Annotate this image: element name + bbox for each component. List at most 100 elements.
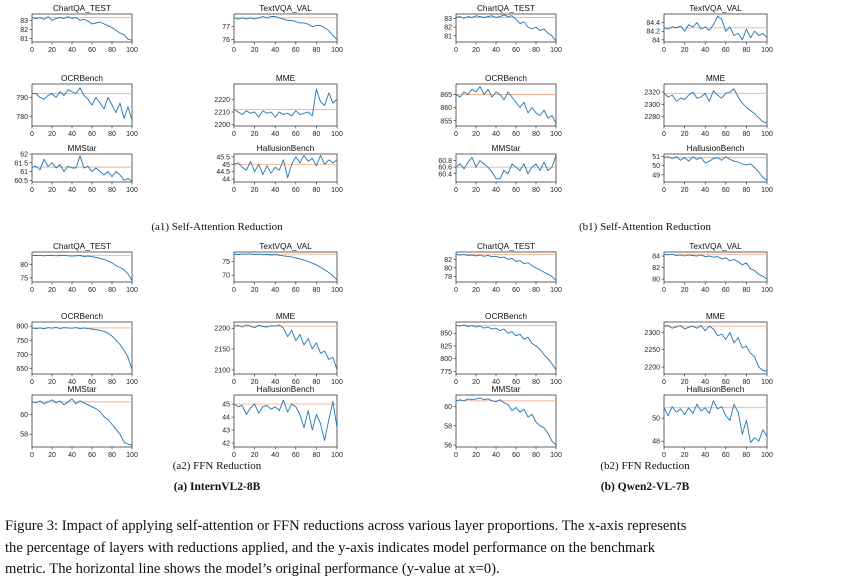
x-tick-label: 80	[313, 131, 321, 138]
data-point	[696, 403, 698, 405]
data-point	[91, 406, 93, 408]
y-tick-label: 2250	[644, 347, 660, 354]
x-tick-label: 40	[492, 287, 500, 294]
data-point	[262, 16, 264, 17]
y-tick-label: 80	[652, 277, 660, 284]
data-point	[475, 15, 477, 17]
data-point	[527, 112, 529, 114]
x-tick-label: 20	[472, 187, 480, 194]
data-point	[684, 255, 685, 257]
x-tick-label: 60	[512, 187, 520, 194]
data-point	[295, 21, 297, 22]
data-point	[43, 98, 45, 100]
x-tick-label: 40	[68, 452, 76, 459]
data-point	[499, 178, 501, 180]
data-point	[684, 328, 685, 330]
data-point	[258, 163, 260, 165]
data-point	[479, 254, 481, 256]
chart-a2-mmstar: MMStar 0 20 40 60 80 100 58 60	[20, 384, 138, 459]
data-point	[39, 254, 41, 256]
data-point	[455, 17, 457, 18]
x-tick-label: 60	[88, 452, 96, 459]
y-tick-label: 61.5	[14, 160, 28, 167]
plot-frame	[233, 13, 338, 43]
data-point	[721, 18, 723, 20]
data-point	[684, 414, 685, 415]
plot-frame	[455, 251, 557, 283]
data-point	[307, 161, 309, 162]
chart-title: TextVQA_VAL	[689, 3, 742, 13]
x-tick-label: 60	[512, 47, 520, 54]
y-tick-label: 45.5	[216, 154, 230, 161]
data-point	[737, 411, 739, 413]
x-tick-label: 80	[108, 287, 116, 294]
data-point	[475, 255, 477, 257]
plot-frame	[31, 394, 133, 448]
data-point	[270, 172, 272, 174]
caption-a1: (a1) Self-Attention Reduction	[151, 221, 283, 233]
series-line	[455, 254, 557, 282]
chart-title: ChartQA_TEST	[477, 3, 535, 13]
chart-a1-mme: MME 0 20 40 60 80 100 2200 2210 2220	[214, 73, 343, 138]
y-tick-label: 82	[652, 265, 660, 272]
data-point	[475, 166, 477, 168]
data-point	[123, 269, 125, 271]
y-tick-label: 80	[444, 265, 452, 272]
x-tick-label: 40	[68, 47, 76, 54]
x-tick-label: 60	[88, 379, 96, 386]
data-point	[246, 253, 247, 255]
x-tick-label: 100	[126, 47, 138, 54]
series-line	[233, 253, 338, 281]
data-point	[503, 170, 505, 171]
data-point	[535, 421, 537, 423]
series-line	[31, 398, 133, 446]
data-point	[692, 26, 694, 28]
data-point	[667, 254, 669, 256]
data-point	[43, 255, 45, 257]
data-point	[688, 326, 690, 328]
data-point	[717, 15, 718, 17]
y-tick-label: 60.5	[14, 178, 28, 185]
plot-frame	[233, 321, 338, 375]
data-point	[39, 169, 41, 171]
x-tick-label: 40	[701, 452, 709, 459]
data-point	[527, 26, 529, 28]
data-point	[754, 270, 755, 271]
chart-title: MME	[276, 73, 296, 83]
x-tick-label: 0	[30, 187, 34, 194]
data-point	[762, 121, 764, 123]
data-point	[55, 97, 57, 98]
x-tick-label: 40	[271, 187, 279, 194]
data-point	[754, 30, 755, 32]
x-tick-label: 100	[550, 452, 562, 459]
data-point	[507, 404, 509, 405]
y-tick-label: 2200	[644, 365, 660, 372]
data-point	[511, 331, 513, 333]
y-tick-label: 84.4	[646, 20, 660, 27]
data-point	[491, 400, 493, 402]
data-point	[459, 16, 461, 17]
data-point	[95, 97, 97, 98]
data-point	[717, 256, 718, 257]
x-tick-label: 0	[232, 379, 236, 386]
x-tick-label: 20	[681, 131, 689, 138]
series-line	[233, 88, 338, 118]
figure-caption-line-2: the percentage of layers with reductions…	[5, 539, 655, 556]
x-tick-label: 80	[108, 131, 116, 138]
x-tick-label: 80	[313, 379, 321, 386]
data-point	[515, 102, 517, 103]
data-point	[131, 39, 133, 41]
data-point	[684, 30, 685, 32]
chart-title: MMStar	[67, 384, 96, 394]
data-point	[47, 255, 49, 256]
x-tick-label: 0	[662, 452, 666, 459]
data-point	[311, 348, 313, 350]
y-tick-label: 75	[20, 275, 28, 282]
data-point	[766, 436, 768, 437]
x-tick-label: 80	[743, 379, 751, 386]
data-point	[67, 89, 69, 91]
chart-b2-mme: MME 0 20 40 60 80 100 2200 2250 2300	[644, 311, 773, 386]
data-point	[51, 162, 53, 164]
y-tick-label: 50	[652, 416, 660, 423]
data-point	[511, 15, 513, 17]
